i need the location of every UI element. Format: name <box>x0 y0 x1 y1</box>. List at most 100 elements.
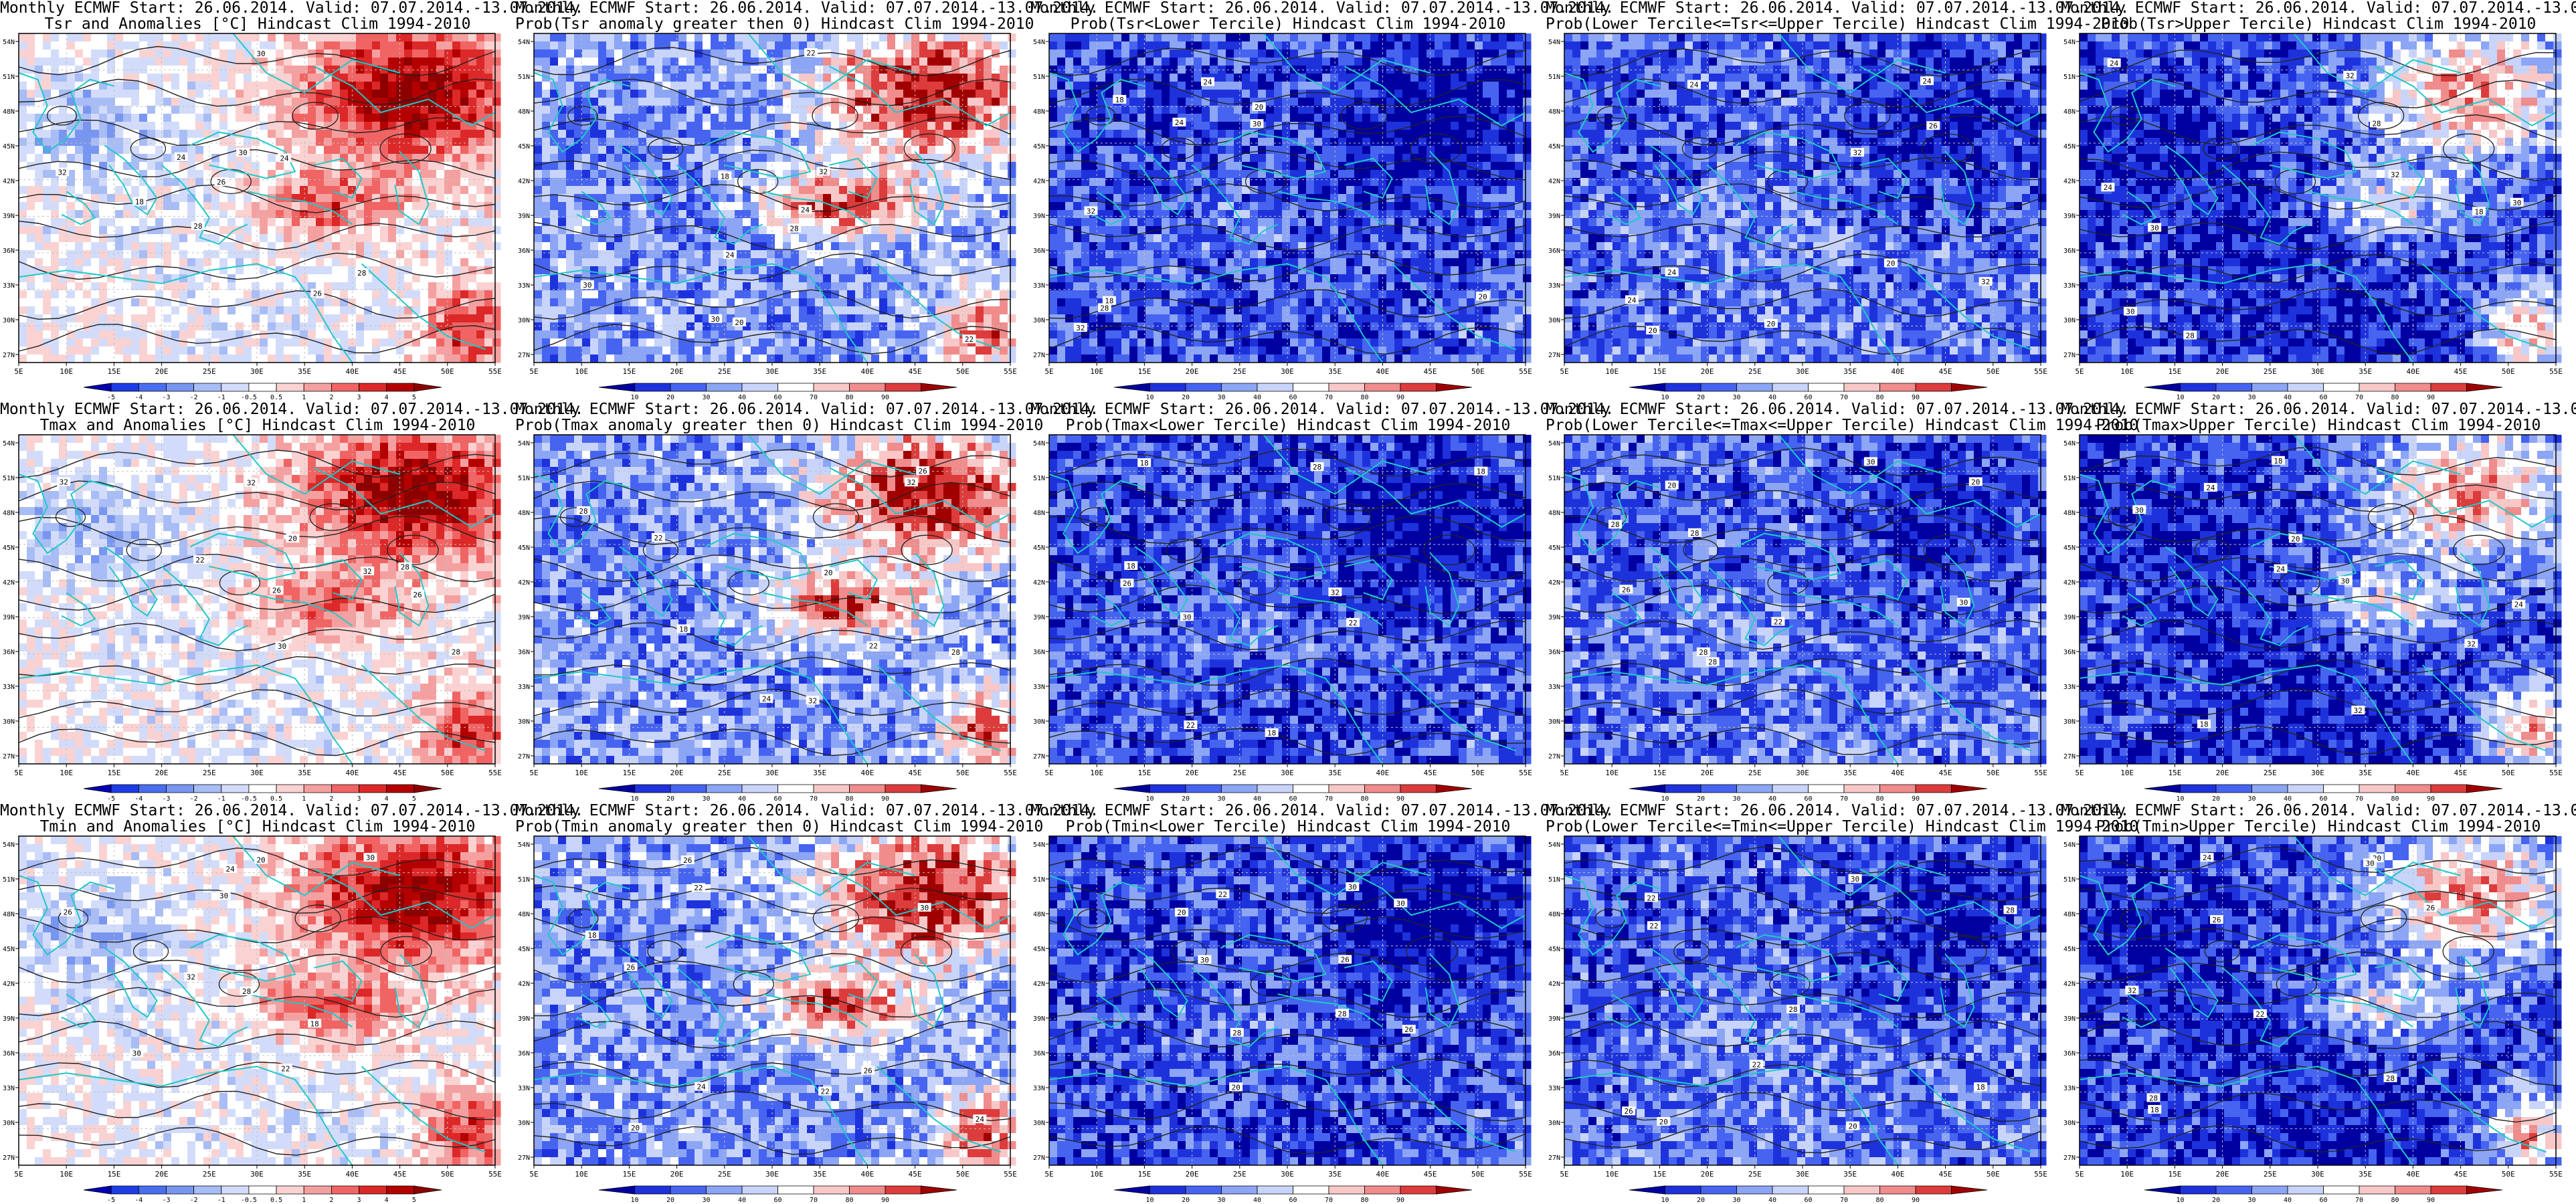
contour-label: 24 <box>801 205 810 214</box>
lon-tick-label: 20E <box>1701 367 1714 376</box>
lat-tick-label: 51N <box>1033 876 1045 884</box>
lon-tick-label: 25E <box>1233 769 1247 777</box>
coastlines-borders <box>2079 835 2557 1166</box>
lat-tick-label: 51N <box>3 74 15 81</box>
lat-tick-label: 36N <box>2063 649 2076 656</box>
lat-tick-label: 39N <box>3 614 15 621</box>
map-canvas: 28 28 22 26 22 18 20 22 30 20 5E 10E 15E 20E 25E 30E 35E… <box>1548 835 2047 1204</box>
lon-tick-label: 50E <box>441 367 454 376</box>
lon-tick-label: 40E <box>1376 367 1389 376</box>
lat-tick-label: 48N <box>3 911 15 918</box>
colorbar-tick-label: 80 <box>1875 795 1883 803</box>
coastlines-borders <box>1048 434 1526 765</box>
lat-tick-label: 27N <box>1548 352 1560 359</box>
contour-label: 28 <box>2006 906 2015 914</box>
contour-label: 32 <box>1331 588 1340 597</box>
contour-label: 32 <box>907 478 915 487</box>
map-panel-tmin-prob-gt0: Monthly ECMWF Start: 26.06.2014. Valid: … <box>515 803 1099 1204</box>
contour-label: 26 <box>1622 585 1631 594</box>
colorbar-tick-label: 10 <box>1145 394 1154 401</box>
colorbar-tick-label: 80 <box>1875 394 1883 401</box>
panel-title-line2: Prob(Tmax>Upper Tercile) Hindcast Clim 1… <box>2061 417 2576 433</box>
contour-label: 20 <box>1231 1083 1240 1092</box>
contour-label: 26 <box>272 587 281 595</box>
lat-tick-label: 45N <box>1033 544 1045 552</box>
colorbar-tick-label: 30 <box>1732 1197 1740 1204</box>
contour-label: 30 <box>278 642 286 651</box>
lon-tick-label: 30E <box>1796 1170 1809 1179</box>
lon-tick-label: 30E <box>1796 769 1809 777</box>
lon-tick-label: 40E <box>1891 769 1904 777</box>
panel-title-line2: Prob(Tmin>Upper Tercile) Hindcast Clim 1… <box>2061 819 2576 835</box>
contour-label: 24 <box>2203 854 2212 862</box>
lat-tick-label: 27N <box>1548 1155 1560 1162</box>
lon-tick-label: 15E <box>622 367 636 376</box>
colorbar: 10 20 30 40 60 70 80 90 <box>2144 784 2503 803</box>
lon-tick-label: 30E <box>2311 1170 2324 1179</box>
lon-tick-label: 45E <box>1424 769 1437 777</box>
panel-title-line1: Monthly ECMWF Start: 26.06.2014. Valid: … <box>2061 0 2576 16</box>
contour-label: 24 <box>1689 81 1699 90</box>
coastlines-borders <box>1048 835 1526 1166</box>
colorbar: 10 20 30 40 60 70 80 90 <box>1629 1185 1988 1204</box>
contour-label: 30 <box>1182 613 1191 621</box>
contour-label: 24 <box>2514 601 2524 609</box>
colorbar-tick-label: 60 <box>1804 1197 1812 1204</box>
contour-label: 28 <box>2372 119 2381 128</box>
contour-label: 22 <box>281 1064 290 1073</box>
colorbar-tick-label: 10 <box>2176 1197 2184 1204</box>
contour-label: 26 <box>64 908 72 916</box>
lat-tick-label: 48N <box>1033 510 1045 517</box>
colorbar-tick-label: 40 <box>1253 394 1261 401</box>
contour-labels: 26 30 32 22 28 26 32 28 32 20 <box>57 477 463 656</box>
lon-tick-label: 5E <box>529 1170 538 1179</box>
lon-tick-label: 50E <box>1471 769 1485 777</box>
lon-tick-label: 55E <box>1004 769 1017 777</box>
lon-tick-label: 30E <box>1281 769 1294 777</box>
colorbar: 10 20 30 40 60 70 80 90 <box>1113 383 1473 401</box>
lat-tick-label: 54N <box>2063 841 2076 849</box>
lon-tick-label: 10E <box>575 367 588 376</box>
contour-label: 22 <box>1752 1060 1761 1069</box>
lat-tick-label: 33N <box>2063 282 2076 290</box>
colorbar-tick-label: 10 <box>2176 795 2184 803</box>
colorbar-tick-label: 70 <box>1840 795 1848 803</box>
contour-label: 26 <box>1404 1025 1413 1034</box>
map-canvas: 32 20 20 32 24 20 24 26 24 24 5E 10E 15E 20E 25E 30E 35E… <box>1548 33 2047 401</box>
contour-label: 24 <box>1627 296 1637 304</box>
colorbar-tick-label: 30 <box>1732 394 1740 401</box>
lon-tick-label: 55E <box>2034 769 2047 777</box>
temperature-contours <box>2079 846 2557 1153</box>
panel-title-line2: Prob(Tmax anomaly greater then 0) Hindca… <box>515 417 1043 433</box>
map-canvas: 26 26 22 18 20 24 30 24 26 22 5E 10E 15E 20E 25E 30E 35E… <box>518 835 1017 1204</box>
colorbar-tick-label: 80 <box>845 394 853 401</box>
contour-label: 30 <box>583 281 591 290</box>
contour-label: 28 <box>579 507 587 516</box>
lon-tick-label: 15E <box>2168 1170 2181 1179</box>
contour-label: 30 <box>219 892 228 900</box>
lon-tick-label: 25E <box>718 769 731 777</box>
lat-tick-label: 54N <box>518 841 530 849</box>
lat-tick-label: 54N <box>3 841 15 849</box>
colorbar-tick-label: 5 <box>412 1197 416 1204</box>
lon-tick-label: 55E <box>2549 769 2563 777</box>
colorbar-tick-label: -3 <box>162 394 170 401</box>
contour-labels: 26 20 22 32 22 18 32 28 24 28 <box>576 466 963 705</box>
lon-tick-label: 45E <box>2454 769 2468 777</box>
lon-tick-label: 5E <box>2075 367 2084 376</box>
lat-tick-label: 36N <box>3 247 15 255</box>
contour-label: 22 <box>806 49 815 58</box>
colorbar-tick-label: -5 <box>107 394 115 401</box>
lat-tick-label: 27N <box>1548 753 1560 761</box>
lat-tick-label: 36N <box>1033 1050 1045 1058</box>
lat-tick-label: 33N <box>1548 1085 1560 1092</box>
lon-tick-label: 40E <box>860 1170 874 1179</box>
map-panel-tmin-prob-middle: Monthly ECMWF Start: 26.06.2014. Valid: … <box>1546 803 2138 1204</box>
lon-tick-label: 55E <box>1004 367 1017 376</box>
colorbar: -5 -4 -3 -2 -1 -0.5 0.5 1 2 3 4 5 <box>83 383 442 401</box>
lat-tick-label: 27N <box>2063 753 2076 761</box>
lon-tick-label: 25E <box>203 367 216 376</box>
lon-tick-label: 5E <box>1560 1170 1568 1179</box>
